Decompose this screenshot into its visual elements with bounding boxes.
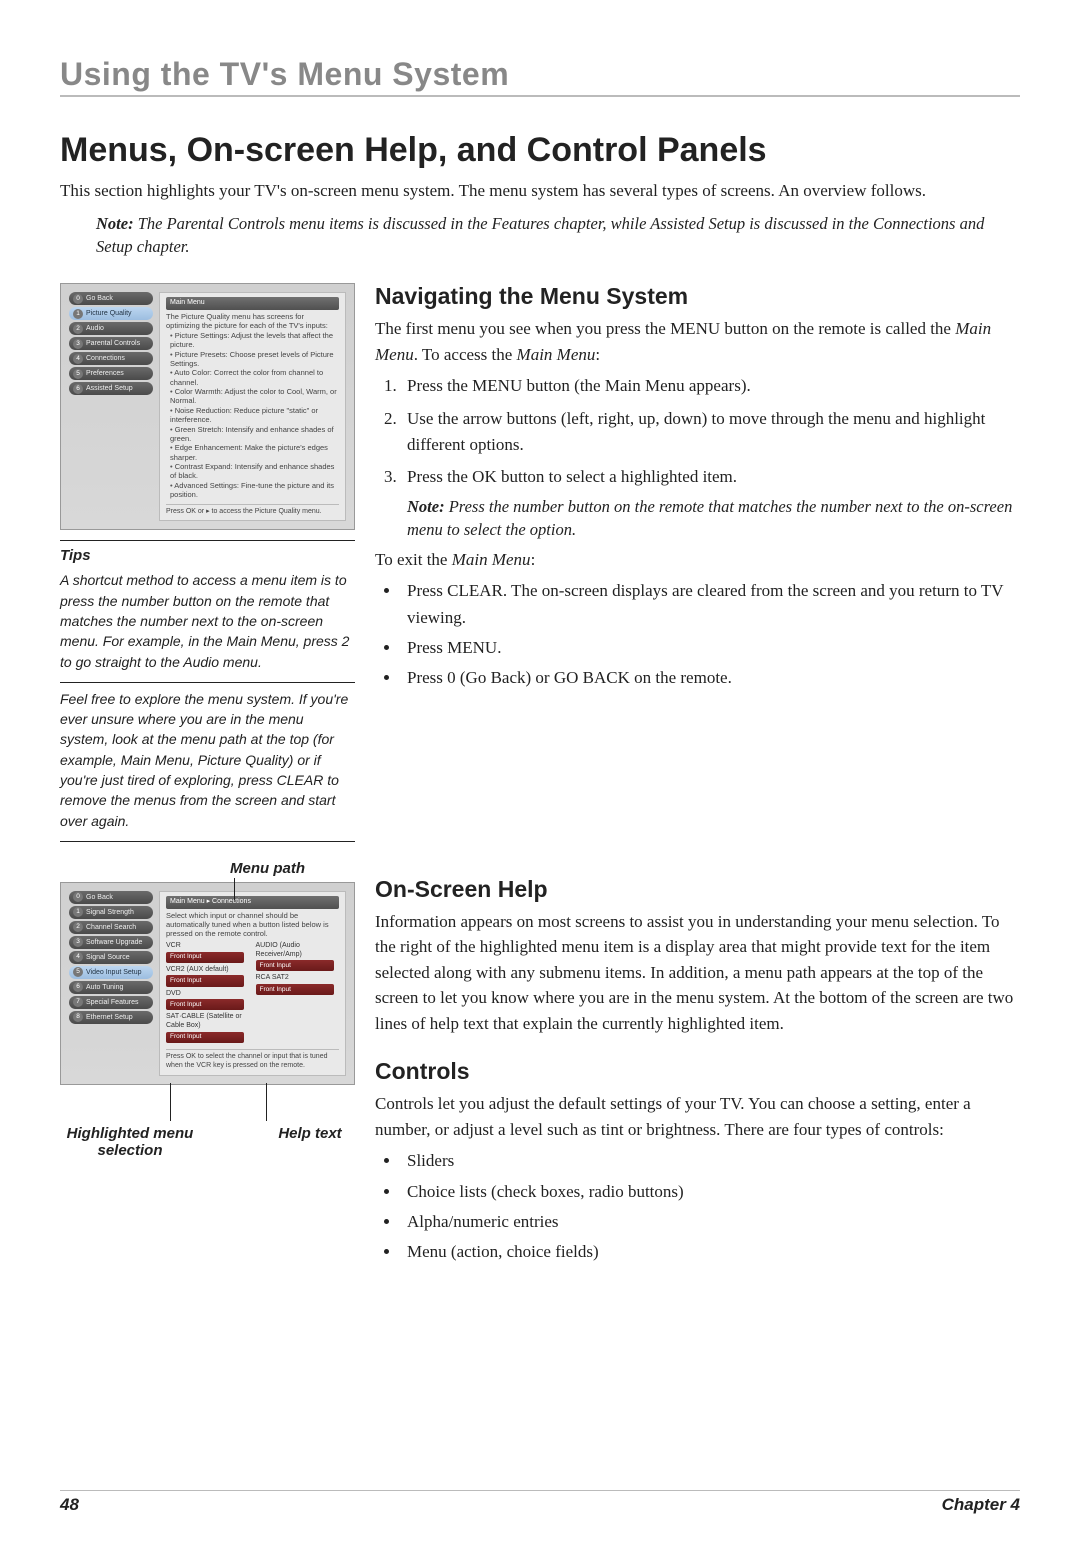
help-p: Information appears on most screens to a…	[375, 909, 1020, 1037]
intro-paragraph: This section highlights your TV's on-scr…	[60, 178, 1020, 204]
menu-item: 2Channel Search	[69, 921, 153, 934]
nav-p1: The first menu you see when you press th…	[375, 316, 1020, 367]
main-menu-screenshot: 0Go Back 1Picture Quality 2Audio 3Parental …	[60, 283, 355, 530]
top-note: Note: The Parental Controls menu items i…	[96, 212, 1020, 260]
input-value: Front Input	[256, 984, 334, 995]
page-number: 48	[60, 1495, 79, 1515]
menu-item: 3Parental Controls	[69, 337, 153, 350]
menu-help-text: Press OK or ▸ to access the Picture Qual…	[166, 504, 339, 517]
chapter-title: Using the TV's Menu System	[60, 56, 1020, 97]
menu-desc: The Picture Quality menu has screens for…	[166, 312, 339, 331]
note-label: Note:	[96, 214, 134, 233]
tips-heading: Tips	[60, 547, 355, 564]
menu-item: 0Go Back	[69, 292, 153, 305]
menu-desc-item: Noise Reduction: Reduce picture "static"…	[170, 406, 339, 425]
callout-highlighted: Highlighted menu selection	[60, 1125, 200, 1159]
input-label: DVD	[166, 990, 250, 999]
menu-item: 4Connections	[69, 352, 153, 365]
input-label: AUDIO (Audio Receiver/Amp)	[256, 942, 340, 960]
input-label: SAT·CABLE (Satellite or Cable Box)	[166, 1013, 250, 1031]
menu-item: 5Preferences	[69, 367, 153, 380]
page-footer: 48 Chapter 4	[60, 1490, 1020, 1515]
menu-item: 1Picture Quality	[69, 307, 153, 320]
input-value: Front Input	[166, 1032, 244, 1043]
note-text: The Parental Controls menu items is disc…	[96, 214, 984, 257]
menu-item: 1Signal Strength	[69, 906, 153, 919]
controls-heading: Controls	[375, 1058, 1020, 1085]
menu-desc-item: Color Warmth: Adjust the color to Cool, …	[170, 387, 339, 406]
menu-item: 7Special Features	[69, 996, 153, 1009]
menu-desc-item: Edge Enhancement: Make the picture's edg…	[170, 443, 339, 462]
menu-header: Main Menu	[166, 297, 339, 310]
nav-step-2: Use the arrow buttons (left, right, up, …	[401, 406, 1020, 459]
help-heading: On-Screen Help	[375, 876, 1020, 903]
nav-bullet-1: Press CLEAR. The on-screen displays are …	[401, 578, 1020, 631]
menu-header-2: Main Menu ▸ Connections	[166, 896, 339, 909]
menu-desc-item: Green Stretch: Intensify and enhance sha…	[170, 425, 339, 444]
menu-desc-item: Auto Color: Correct the color from chann…	[170, 368, 339, 387]
menu-item: 3Software Upgrade	[69, 936, 153, 949]
tips-p2: Feel free to explore the menu system. If…	[60, 689, 355, 831]
menu-item: 6Auto Tuning	[69, 981, 153, 994]
callout-menu-path: Menu path	[230, 860, 305, 877]
input-label: VCR	[166, 942, 250, 951]
input-value: Front Input	[166, 999, 244, 1010]
chapter-label: Chapter 4	[942, 1495, 1020, 1515]
input-label: RCA SAT2	[256, 974, 340, 983]
nav-bullet-3: Press 0 (Go Back) or GO BACK on the remo…	[401, 665, 1020, 691]
menu-item: 5Video Input Setup	[69, 966, 153, 979]
nav-step-3: Press the OK button to select a highligh…	[401, 464, 1020, 541]
menu-item: 4Signal Source	[69, 951, 153, 964]
nav-bullet-2: Press MENU.	[401, 635, 1020, 661]
step3-note: Note: Press the number button on the rem…	[407, 495, 1020, 541]
controls-p: Controls let you adjust the default sett…	[375, 1091, 1020, 1142]
menu-desc-item: Advanced Settings: Fine-tune the picture…	[170, 481, 339, 500]
input-value: Front Input	[166, 952, 244, 963]
menu-item: 2Audio	[69, 322, 153, 335]
menu-desc-2: Select which input or channel should be …	[166, 911, 339, 939]
connections-menu-screenshot: 0Go Back 1Signal Strength 2Channel Search 3…	[60, 882, 355, 1085]
input-value: Front Input	[256, 960, 334, 971]
menu-item: 8Ethernet Setup	[69, 1011, 153, 1024]
callout-help-text: Help text	[265, 1125, 355, 1159]
menu-item: 6Assisted Setup	[69, 382, 153, 395]
menu-desc-item: Picture Presets: Choose preset levels of…	[170, 350, 339, 369]
tips-p1: A shortcut method to access a menu item …	[60, 570, 355, 671]
controls-item: Alpha/numeric entries	[401, 1209, 1020, 1235]
nav-exit: To exit the Main Menu:	[375, 547, 1020, 573]
input-label: VCR2 (AUX default)	[166, 966, 250, 975]
menu-help-text-2: Press OK to select the channel or input …	[166, 1049, 339, 1071]
page-title: Menus, On-screen Help, and Control Panel…	[60, 131, 1020, 170]
nav-step-1: Press the MENU button (the Main Menu app…	[401, 373, 1020, 399]
controls-item: Menu (action, choice fields)	[401, 1239, 1020, 1265]
input-value: Front Input	[166, 975, 244, 986]
controls-item: Sliders	[401, 1148, 1020, 1174]
menu-desc-item: Contrast Expand: Intensify and enhance s…	[170, 462, 339, 481]
controls-item: Choice lists (check boxes, radio buttons…	[401, 1179, 1020, 1205]
nav-heading: Navigating the Menu System	[375, 283, 1020, 310]
menu-desc-item: Picture Settings: Adjust the levels that…	[170, 331, 339, 350]
menu-item: 0Go Back	[69, 891, 153, 904]
